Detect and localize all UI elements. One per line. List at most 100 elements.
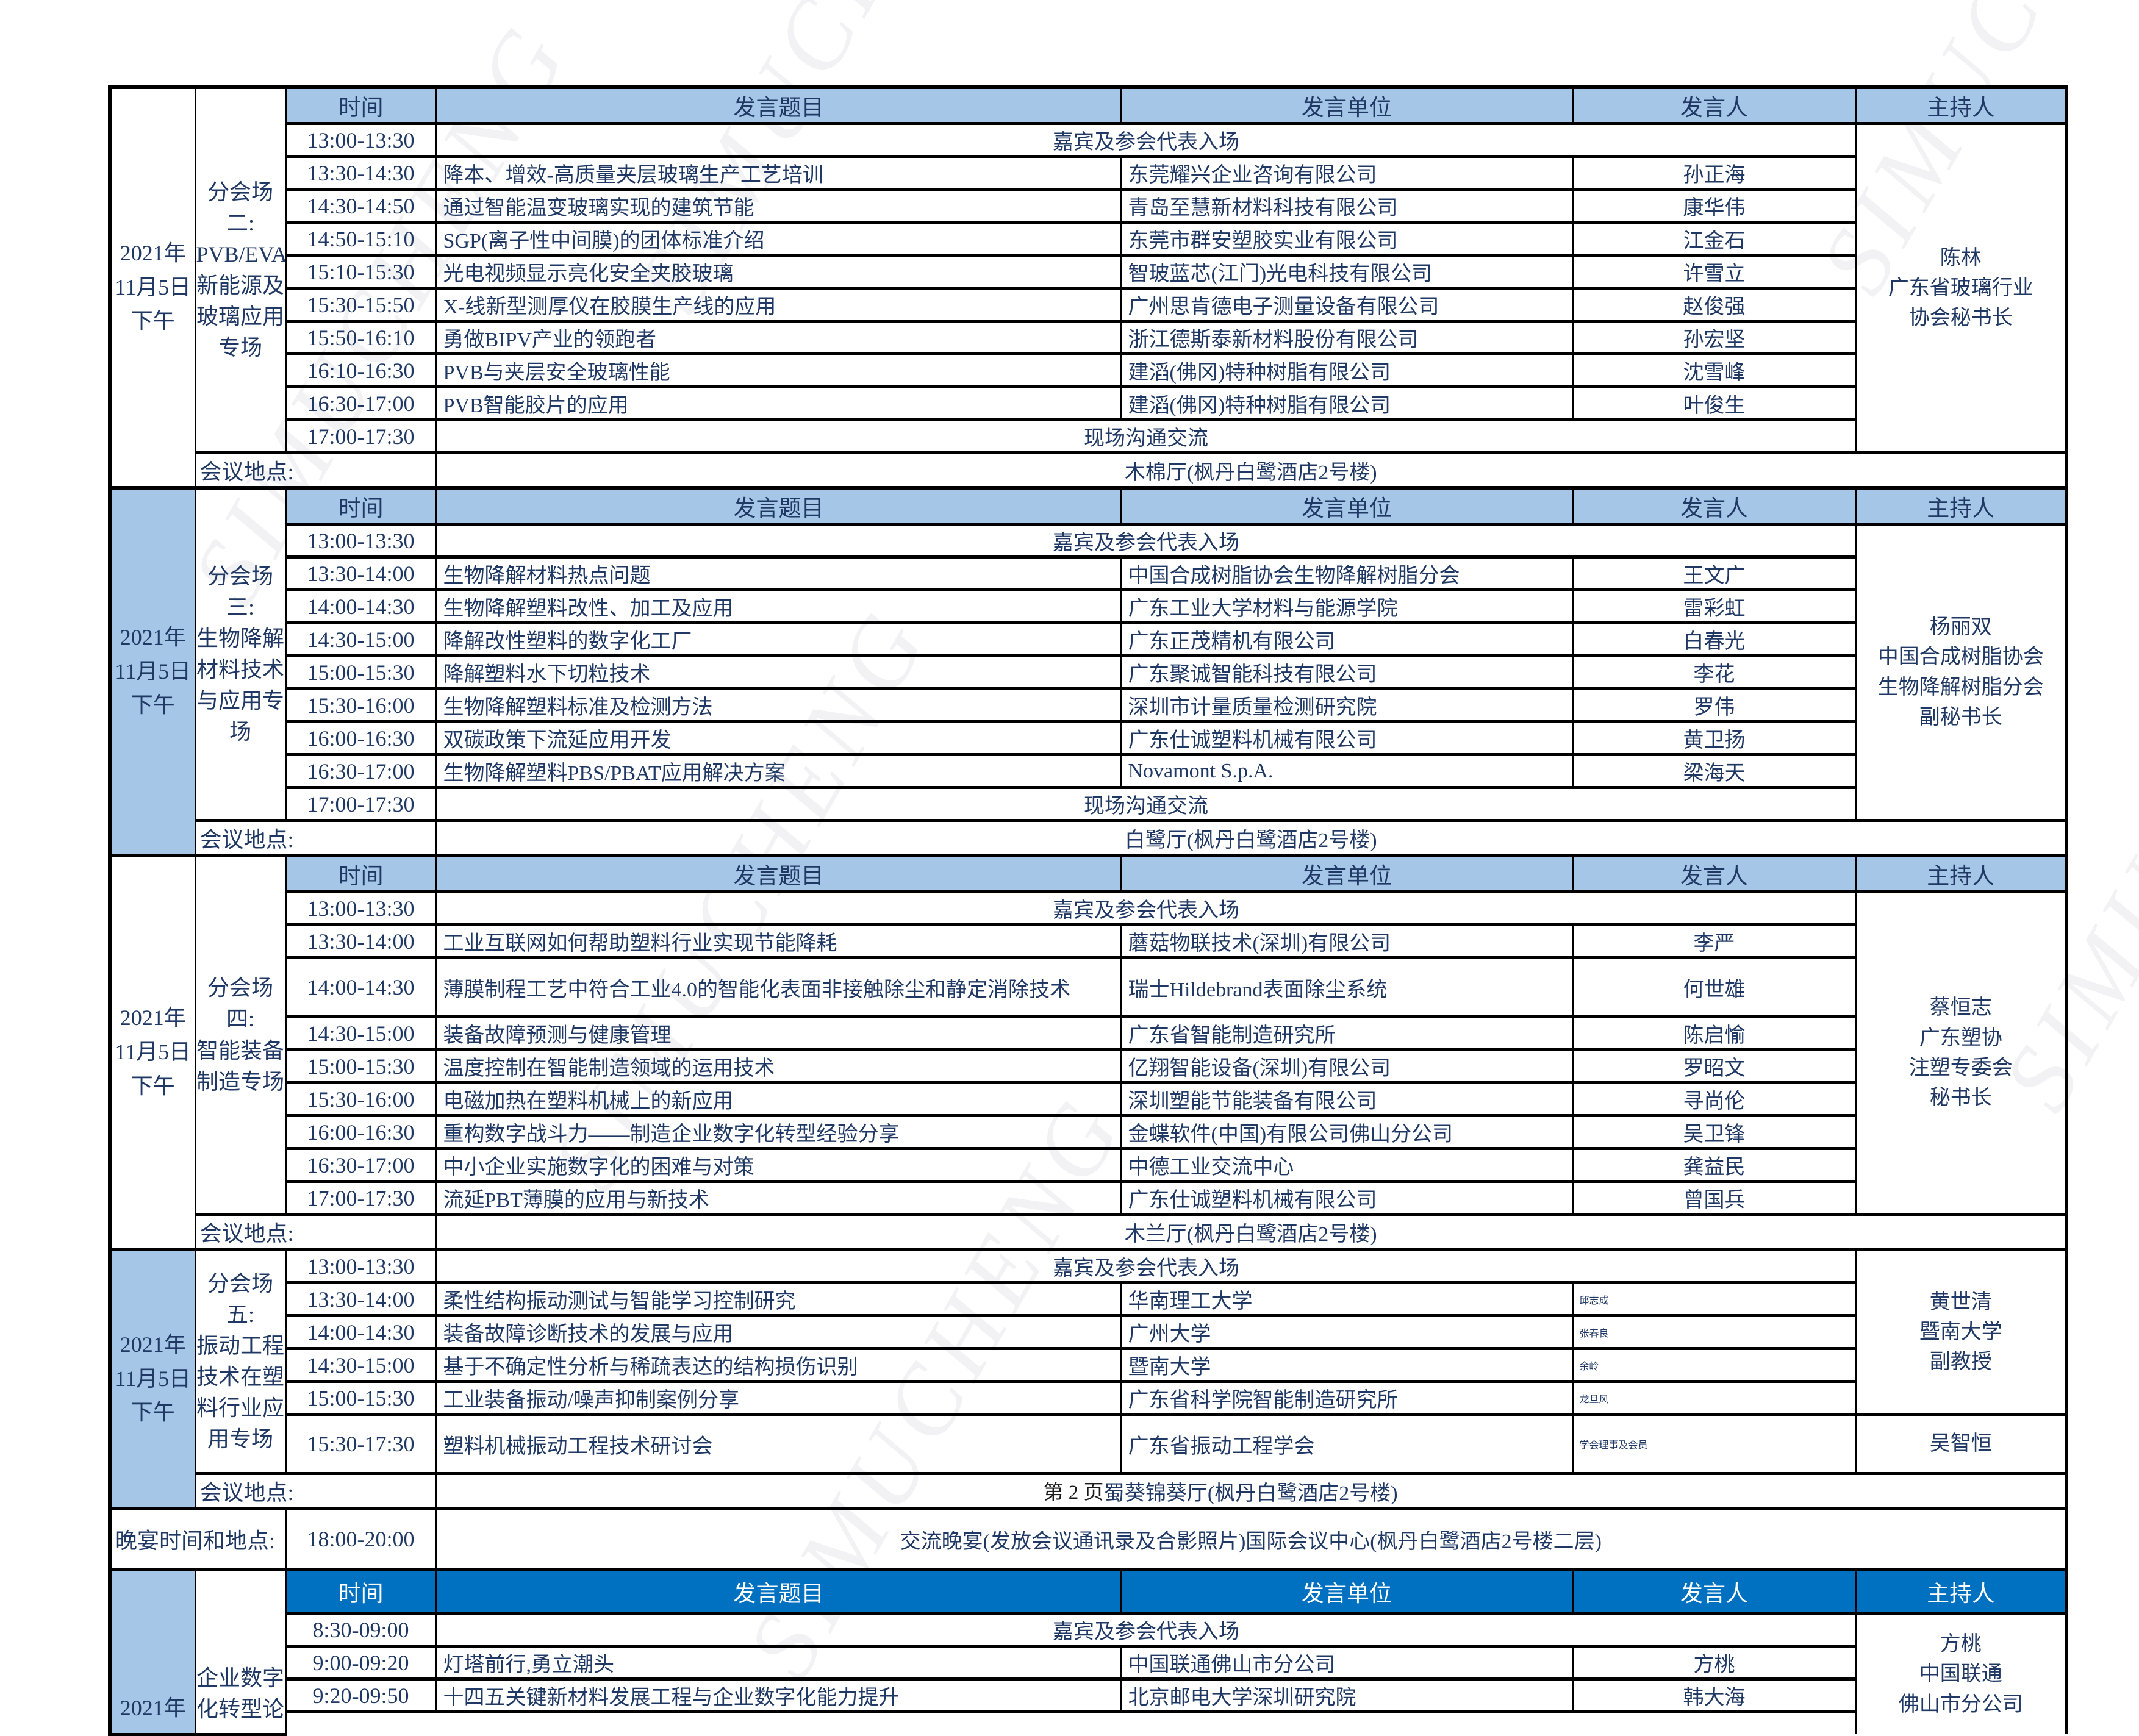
topic-cell: 流延PBT薄膜的应用与新技术: [435, 1180, 1122, 1216]
time-cell: 16:30-17:00: [284, 385, 437, 421]
speaker-cell: 李花: [1571, 654, 1857, 690]
column-header-host: 主持人: [1855, 1568, 2068, 1615]
org-cell: 广东工业大学材料与能源学院: [1120, 588, 1574, 624]
speaker-cell: 罗昭文: [1571, 1048, 1857, 1084]
topic-cell: 温度控制在智能制造领域的运用技术: [435, 1048, 1122, 1084]
exchange-row-cell: 现场沟通交流: [435, 786, 1857, 822]
speaker-cell: 江金石: [1571, 221, 1857, 257]
speaker-cell: 叶俊生: [1571, 385, 1857, 421]
time-cell: 13:00-13:30: [284, 1248, 437, 1284]
org-cell: 中德工业交流中心: [1120, 1147, 1574, 1183]
time-cell: 16:00-16:30: [284, 720, 437, 756]
topic-cell: 生物降解塑料PBS/PBAT应用解决方案: [435, 753, 1122, 789]
host-cell: 陈林 广东省玻璃行业 协会秘书长: [1855, 122, 2068, 454]
org-cell: 广州思肯德电子测量设备有限公司: [1120, 287, 1574, 323]
topic-cell: 十四五关键新材料发展工程与企业数字化能力提升: [435, 1677, 1122, 1713]
time-cell: 14:00-14:30: [284, 588, 437, 624]
topic-cell: 塑料机械振动工程技术研讨会: [435, 1413, 1122, 1475]
column-header-topic: 发言题目: [435, 85, 1122, 125]
digital-forum-table: 2021年 企业数字 化转型论 时间 发言题目 发言单位 发言人 主持人 8:3…: [108, 1568, 2068, 1736]
column-header-host: 主持人: [1855, 486, 2068, 526]
column-header-host: 主持人: [1855, 854, 2068, 893]
org-cell: 暨南大学: [1120, 1347, 1574, 1383]
topic-cell: PVB与夹层安全玻璃性能: [435, 352, 1122, 388]
venue-label-cell: 会议地点:: [194, 819, 437, 857]
speaker-cell: 梁海天: [1571, 753, 1857, 789]
column-header-time: 时间: [284, 1568, 437, 1615]
time-cell: 14:30-15:00: [284, 1347, 437, 1383]
entry-row-cell: 嘉宾及参会代表入场: [435, 122, 1857, 158]
column-header-speaker: 发言人: [1571, 1568, 1857, 1615]
time-cell: 15:00-15:30: [284, 1048, 437, 1084]
venue-label-cell: 会议地点:: [194, 451, 437, 490]
speaker-cell: 康华伟: [1571, 188, 1857, 224]
session-title-cell: 分会场 二: PVB/EVA 新能源及 玻璃应用 专场: [194, 85, 287, 454]
session-5-vibration-table: 2021年 11月5日 下午 分会场 五: 振动工程 技术在塑 料行业应 用专场…: [108, 1248, 2068, 1510]
speaker-cell: 李严: [1571, 923, 1857, 959]
topic-cell: 电磁加热在塑料机械上的新应用: [435, 1081, 1122, 1117]
time-cell: 15:30-15:50: [284, 287, 437, 323]
org-cell: 广州大学: [1120, 1314, 1574, 1350]
speaker-cell: 曾国兵: [1571, 1180, 1857, 1216]
host-cell: 杨丽双 中国合成树脂协会 生物降解树脂分会 副秘书长: [1855, 523, 2068, 822]
time-cell: 15:30-16:00: [284, 687, 437, 723]
dinner-label-cell: 晚宴时间和地点:: [109, 1507, 287, 1571]
venue-value-cell: 蜀葵锦葵厅(枫丹白鹭酒店2号楼): [435, 1472, 2068, 1510]
session-4-smart-equipment-table: 2021年 11月5日 下午 分会场 四: 智能装备 制造专场 时间 发言题目 …: [108, 854, 2068, 1251]
org-cell: 中国联通佛山市分公司: [1120, 1645, 1574, 1681]
column-header-org: 发言单位: [1120, 1568, 1574, 1615]
dinner-text-cell: 交流晚宴(发放会议通讯录及合影照片)国际会议中心(枫丹白鹭酒店2号楼二层): [435, 1507, 2068, 1571]
org-cell: 亿翔智能设备(深圳)有限公司: [1120, 1048, 1574, 1084]
time-cell: 13:30-14:00: [284, 555, 437, 591]
venue-value-cell: 白鹭厅(枫丹白鹭酒店2号楼): [435, 819, 2068, 857]
host-cell: 吴智恒: [1855, 1413, 2068, 1475]
topic-cell: 中小企业实施数字化的困难与对策: [435, 1147, 1122, 1183]
org-cell: 建滔(佛冈)特种树脂有限公司: [1120, 385, 1574, 421]
entry-row-cell: 嘉宾及参会代表入场: [435, 523, 1857, 559]
topic-cell: 灯塔前行,勇立潮头: [435, 1645, 1122, 1681]
speaker-cell: 何世雄: [1571, 956, 1857, 1018]
time-cell: 14:00-14:30: [284, 1314, 437, 1350]
speaker-cell: 孙正海: [1571, 155, 1857, 191]
agenda-page: SIMUCHENG SIMUCHENG SIMUCHENG SIMUCHENG …: [108, 0, 2139, 1736]
time-cell: 13:00-13:30: [284, 890, 437, 926]
topic-cell: 生物降解塑料标准及检测方法: [435, 687, 1122, 723]
speaker-cell: 龙旦风: [1571, 1380, 1857, 1416]
speaker-cell: 方桃: [1571, 1645, 1857, 1681]
time-cell: 17:00-17:30: [284, 786, 437, 822]
topic-cell: 重构数字战斗力——制造企业数字化转型经验分享: [435, 1114, 1122, 1150]
org-cell: 广东聚诚智能科技有限公司: [1120, 654, 1574, 690]
topic-cell: 降解塑料水下切粒技术: [435, 654, 1122, 690]
date-cell: 2021年 11月5日 下午: [109, 1248, 196, 1510]
column-header-speaker: 发言人: [1571, 486, 1857, 526]
topic-cell: 装备故障预测与健康管理: [435, 1015, 1122, 1051]
org-cell: Novamont S.p.A.: [1120, 753, 1574, 789]
session-title-cell: 分会场 五: 振动工程 技术在塑 料行业应 用专场: [194, 1248, 287, 1475]
time-cell: 13:30-14:30: [284, 155, 437, 191]
column-header-time: 时间: [284, 486, 437, 526]
time-cell: 16:30-17:00: [284, 1147, 437, 1183]
date-cell: 2021年 11月5日 下午: [109, 854, 196, 1251]
speaker-cell: 张春良: [1571, 1314, 1857, 1350]
column-header-speaker: 发言人: [1571, 854, 1857, 893]
org-cell: 广东省振动工程学会: [1120, 1413, 1574, 1475]
column-header-org: 发言单位: [1120, 85, 1574, 125]
speaker-cell: 王文广: [1571, 555, 1857, 591]
speaker-cell: 邱志成: [1571, 1281, 1857, 1317]
time-cell: 15:50-16:10: [284, 320, 437, 355]
time-cell: 16:00-16:30: [284, 1114, 437, 1150]
speaker-cell: 许雪立: [1571, 254, 1857, 290]
session-title-cell: 企业数字 化转型论: [194, 1568, 287, 1736]
clipped-area-cell: [285, 1712, 1856, 1735]
topic-cell: 勇做BIPV产业的领跑者: [435, 320, 1122, 355]
date-cell: 2021年 11月5日 下午: [109, 85, 196, 490]
time-cell: 17:00-17:30: [284, 418, 437, 454]
time-cell: 15:30-16:00: [284, 1081, 437, 1117]
speaker-cell: 孙宏坚: [1571, 320, 1857, 355]
topic-cell: X-线新型测厚仪在胶膜生产线的应用: [435, 287, 1122, 323]
time-cell: 14:30-14:50: [284, 188, 437, 224]
org-cell: 东莞耀兴企业咨询有限公司: [1120, 155, 1574, 191]
topic-cell: SGP(离子性中间膜)的团体标准介绍: [435, 221, 1122, 257]
venue-value-cell: 木兰厅(枫丹白鹭酒店2号楼): [435, 1213, 2068, 1251]
speaker-cell: 陈启愉: [1571, 1015, 1857, 1051]
